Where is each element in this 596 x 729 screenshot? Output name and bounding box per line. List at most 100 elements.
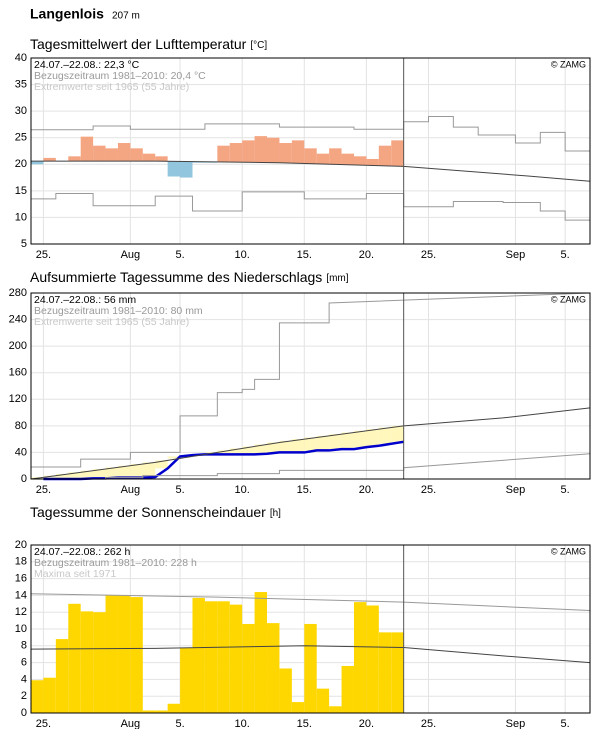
bar <box>378 632 392 713</box>
bar <box>167 161 181 177</box>
deviation-bar <box>341 432 354 450</box>
x-tick-label: 25. <box>36 484 51 496</box>
bar <box>117 595 131 713</box>
y-tick-label: 6 <box>21 657 27 669</box>
bar <box>378 145 392 166</box>
bar <box>353 602 367 713</box>
x-tick-label: 15. <box>297 249 312 261</box>
y-tick-label: 4 <box>21 673 27 685</box>
deviation-bar <box>68 472 81 479</box>
normal-line <box>30 645 591 664</box>
station-elevation: 207 m <box>112 11 140 22</box>
bar <box>229 604 243 713</box>
station-name: Langenlois <box>30 6 104 22</box>
bar <box>229 143 243 163</box>
x-tick-label: Aug <box>121 718 141 729</box>
bar <box>43 157 56 162</box>
annotation: Bezugszeitraum 1981–2010: 80 mm <box>34 305 203 317</box>
bar <box>329 706 342 713</box>
bar <box>254 136 268 163</box>
bar <box>242 623 255 713</box>
bar <box>316 153 330 164</box>
bar <box>267 623 280 713</box>
y-tick-label: 10 <box>15 211 27 223</box>
annotation: 24.07.–22.08.: 262 h <box>34 546 130 558</box>
bar <box>180 161 193 178</box>
deviation-bar <box>55 474 69 479</box>
annotation: Extremwerte seit 1965 (55 Jahre) <box>34 81 189 93</box>
y-tick-label: 40 <box>15 446 27 458</box>
source: © ZAMG <box>551 59 586 69</box>
y-tick-label: 160 <box>9 367 27 379</box>
annotation: Bezugszeitraum 1981–2010: 20,4 °C <box>34 70 206 82</box>
deviation-bar <box>366 429 379 446</box>
y-tick-label: 2 <box>21 690 27 702</box>
chart-title: Aufsummierte Tagessumme des Niederschlag… <box>30 269 349 285</box>
x-tick-label: 5. <box>175 484 184 496</box>
y-tick-label: 12 <box>15 606 27 618</box>
bar <box>142 153 156 162</box>
bar <box>31 680 44 713</box>
bar <box>304 148 317 164</box>
deviation-bar <box>304 437 317 451</box>
deviation-bar <box>142 462 156 478</box>
source: © ZAMG <box>551 294 586 304</box>
deviation-bar <box>254 444 268 454</box>
extreme-line <box>30 593 591 612</box>
deviation-bar <box>279 440 292 453</box>
bar <box>279 668 292 713</box>
deviation-bar <box>167 456 181 459</box>
x-tick-label: 5. <box>561 718 570 729</box>
bar <box>93 145 106 162</box>
x-tick-label: Aug <box>121 484 141 496</box>
bar <box>341 153 354 165</box>
plot-frame <box>30 544 591 714</box>
deviation-bar <box>267 442 280 453</box>
bar <box>142 710 156 713</box>
source: © ZAMG <box>551 546 586 556</box>
normal-line <box>30 407 591 480</box>
x-tick-label: 15. <box>297 484 312 496</box>
y-tick-label: 10 <box>15 623 27 635</box>
annotation: Bezugszeitraum 1981–2010: 228 h <box>34 557 197 569</box>
chart-unit: [°C] <box>250 40 267 51</box>
bar <box>117 143 131 162</box>
deviation-bar <box>229 448 243 455</box>
chart-title-text: Aufsummierte Tagessumme des Niederschlag… <box>30 269 322 285</box>
y-tick-label: 240 <box>9 313 27 325</box>
bar <box>304 623 317 713</box>
extreme-line <box>31 115 590 152</box>
annotation: Extremwerte seit 1965 (55 Jahre) <box>34 316 189 328</box>
bar <box>254 592 268 713</box>
chart-unit: [mm] <box>326 273 348 284</box>
bar <box>217 145 230 162</box>
bar <box>366 158 379 166</box>
chart-title: Tagesmittelwert der Lufttemperatur [°C] <box>30 36 267 52</box>
y-tick-label: 0 <box>21 707 27 719</box>
x-tick-label: 20. <box>359 718 374 729</box>
deviation-bar <box>391 425 404 442</box>
y-tick-label: 16 <box>15 573 27 585</box>
bar <box>93 612 106 713</box>
chart-title-text: Tagesmittelwert der Lufttemperatur <box>30 36 247 52</box>
bar <box>204 601 218 713</box>
y-tick-label: 18 <box>15 556 27 568</box>
bar <box>105 148 118 162</box>
x-tick-label: 25. <box>421 718 436 729</box>
x-tick-label: 25. <box>36 718 51 729</box>
bar <box>31 161 44 165</box>
y-tick-label: 0 <box>21 473 27 485</box>
bar <box>155 710 168 713</box>
bar <box>279 143 292 163</box>
bar <box>155 156 168 162</box>
x-tick-label: 10. <box>235 484 250 496</box>
bar <box>192 597 205 713</box>
bar <box>391 632 404 713</box>
deviation-bar <box>316 435 330 451</box>
deviation-bar <box>130 464 143 478</box>
bar <box>167 703 181 713</box>
plot-frame <box>30 292 591 480</box>
x-tick-label: Sep <box>506 249 526 261</box>
deviation-bar <box>242 446 255 455</box>
bar <box>366 605 379 713</box>
